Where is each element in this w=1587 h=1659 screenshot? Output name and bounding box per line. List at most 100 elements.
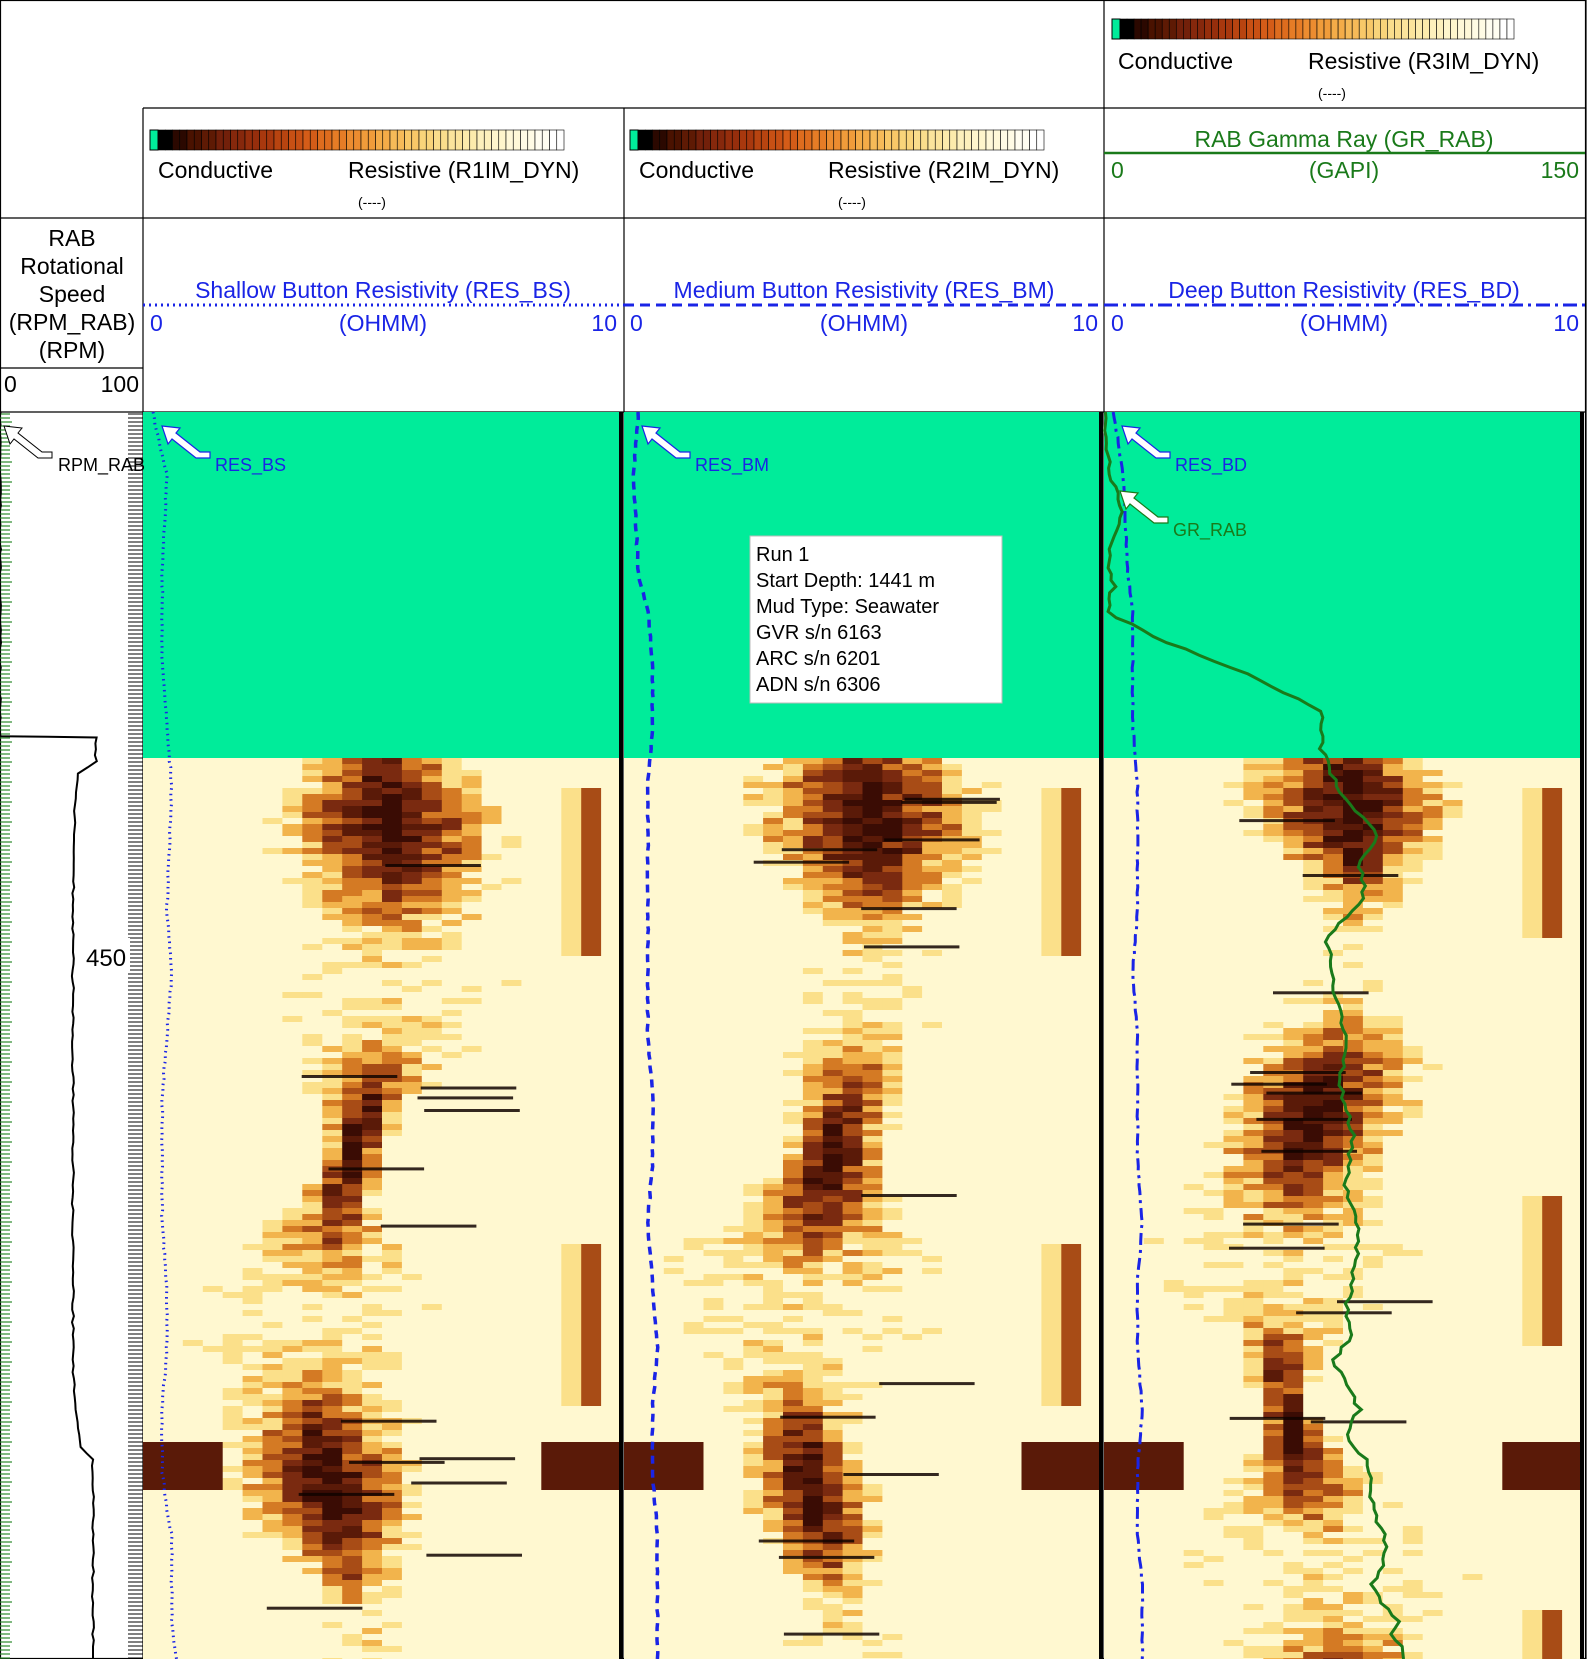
image-pixel bbox=[461, 1202, 483, 1208]
image-pixel bbox=[743, 1010, 764, 1016]
image-pixel bbox=[262, 950, 283, 956]
image-pixel bbox=[262, 1364, 283, 1370]
image-pixel bbox=[501, 1268, 522, 1274]
image-pixel bbox=[401, 1310, 423, 1316]
image-pixel bbox=[202, 1226, 224, 1232]
image-pixel bbox=[362, 1268, 383, 1274]
image-pixel bbox=[143, 1298, 164, 1304]
image-pixel bbox=[302, 1436, 323, 1442]
image-pixel bbox=[182, 1136, 204, 1142]
image-pixel bbox=[362, 1496, 383, 1502]
image-pixel bbox=[561, 1250, 582, 1256]
image-pixel bbox=[182, 1280, 204, 1286]
image-pixel bbox=[703, 902, 724, 908]
image-pixel bbox=[421, 842, 443, 848]
image-pixel bbox=[282, 1436, 303, 1442]
image-pixel bbox=[1061, 788, 1082, 794]
image-pixel bbox=[1081, 908, 1102, 914]
image-pixel bbox=[282, 1070, 303, 1076]
image-pixel bbox=[743, 884, 764, 890]
image-pixel bbox=[262, 1382, 283, 1388]
image-pixel bbox=[723, 830, 744, 836]
image-pixel bbox=[242, 1028, 263, 1034]
scale-bar-swatch bbox=[1443, 18, 1451, 40]
image-pixel bbox=[501, 950, 522, 956]
image-pixel bbox=[942, 1028, 963, 1034]
image-pixel bbox=[362, 1376, 383, 1382]
image-pixel bbox=[703, 788, 724, 794]
image-pixel bbox=[401, 1226, 423, 1232]
image-pixel bbox=[461, 1304, 483, 1310]
gr-units: (GAPI) bbox=[1309, 157, 1379, 183]
image-pixel bbox=[541, 1298, 562, 1304]
image-pixel bbox=[521, 1214, 542, 1220]
image-pixel bbox=[401, 1436, 423, 1442]
image-pixel bbox=[922, 830, 943, 836]
image-pixel bbox=[581, 998, 602, 1004]
image-pixel bbox=[802, 968, 824, 974]
image-pixel bbox=[461, 932, 483, 938]
image-pixel bbox=[401, 1400, 423, 1406]
image-pixel bbox=[322, 1484, 343, 1490]
image-pixel bbox=[342, 788, 363, 794]
image-pixel bbox=[624, 800, 645, 806]
image-pixel bbox=[302, 1226, 323, 1232]
image-pixel bbox=[461, 1496, 483, 1502]
image-pixel bbox=[362, 836, 383, 842]
image-pixel bbox=[182, 1166, 204, 1172]
image-pixel bbox=[1041, 944, 1062, 950]
image-pixel bbox=[322, 1232, 343, 1238]
image-pixel bbox=[382, 1070, 403, 1076]
image-pixel bbox=[561, 1208, 582, 1214]
image-pixel bbox=[561, 800, 582, 806]
image-pixel bbox=[262, 1124, 283, 1130]
image-pixel bbox=[902, 932, 923, 938]
image-pixel bbox=[182, 1628, 204, 1634]
image-pixel bbox=[643, 806, 665, 812]
image-pixel bbox=[401, 1370, 423, 1376]
image-pixel bbox=[1061, 1004, 1082, 1010]
image-pixel bbox=[282, 1196, 303, 1202]
image-pixel bbox=[362, 926, 383, 932]
image-pixel bbox=[862, 1010, 883, 1016]
image-pixel bbox=[683, 950, 704, 956]
image-pixel bbox=[683, 782, 704, 788]
image-pixel bbox=[282, 1304, 303, 1310]
image-pixel bbox=[981, 836, 1003, 842]
image-pixel bbox=[182, 1388, 204, 1394]
image-pixel bbox=[401, 1052, 423, 1058]
image-pixel bbox=[322, 1004, 343, 1010]
image-pixel bbox=[222, 1466, 244, 1472]
scale-bar-swatch bbox=[1267, 18, 1276, 40]
image-pixel bbox=[541, 1076, 562, 1082]
image-pixel bbox=[362, 1178, 383, 1184]
image-pixel bbox=[262, 1340, 283, 1346]
image-pixel bbox=[942, 830, 963, 836]
image-pixel bbox=[521, 1424, 542, 1430]
image-pixel bbox=[282, 962, 303, 968]
image-pixel bbox=[501, 1214, 522, 1220]
image-pixel bbox=[342, 1388, 363, 1394]
image-pixel bbox=[302, 938, 323, 944]
image-pixel bbox=[822, 974, 844, 980]
image-pixel bbox=[501, 1256, 522, 1262]
image-pixel bbox=[282, 866, 303, 872]
image-pixel bbox=[922, 860, 943, 866]
image-pixel bbox=[461, 1250, 483, 1256]
image-pixel bbox=[342, 1634, 363, 1640]
image-pixel bbox=[382, 1364, 403, 1370]
image-pixel bbox=[182, 1088, 204, 1094]
image-pixel bbox=[401, 1280, 423, 1286]
image-pixel bbox=[222, 980, 244, 986]
image-pixel bbox=[581, 1292, 602, 1298]
image-pixel bbox=[822, 842, 844, 848]
image-pixel bbox=[461, 1598, 483, 1604]
image-pixel bbox=[624, 842, 645, 848]
image-pixel bbox=[401, 1160, 423, 1166]
scale-bar-swatch bbox=[280, 129, 289, 151]
image-pixel bbox=[902, 896, 923, 902]
image-pixel bbox=[521, 1436, 542, 1442]
image-pixel bbox=[461, 950, 483, 956]
image-pixel bbox=[421, 764, 443, 770]
image-pixel bbox=[342, 1364, 363, 1370]
